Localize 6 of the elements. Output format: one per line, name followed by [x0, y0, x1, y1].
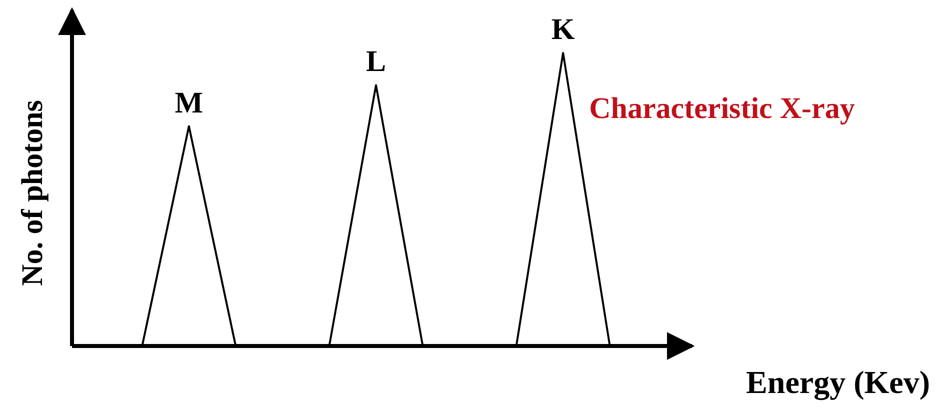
series-label: M — [174, 86, 204, 120]
y-axis-title: No. of photons — [16, 100, 49, 286]
series-label: K — [551, 13, 576, 46]
series-label: L — [366, 45, 386, 78]
x-axis-title: Energy (Kev) — [746, 364, 930, 401]
annotation: Characteristic X-ray — [589, 92, 855, 125]
